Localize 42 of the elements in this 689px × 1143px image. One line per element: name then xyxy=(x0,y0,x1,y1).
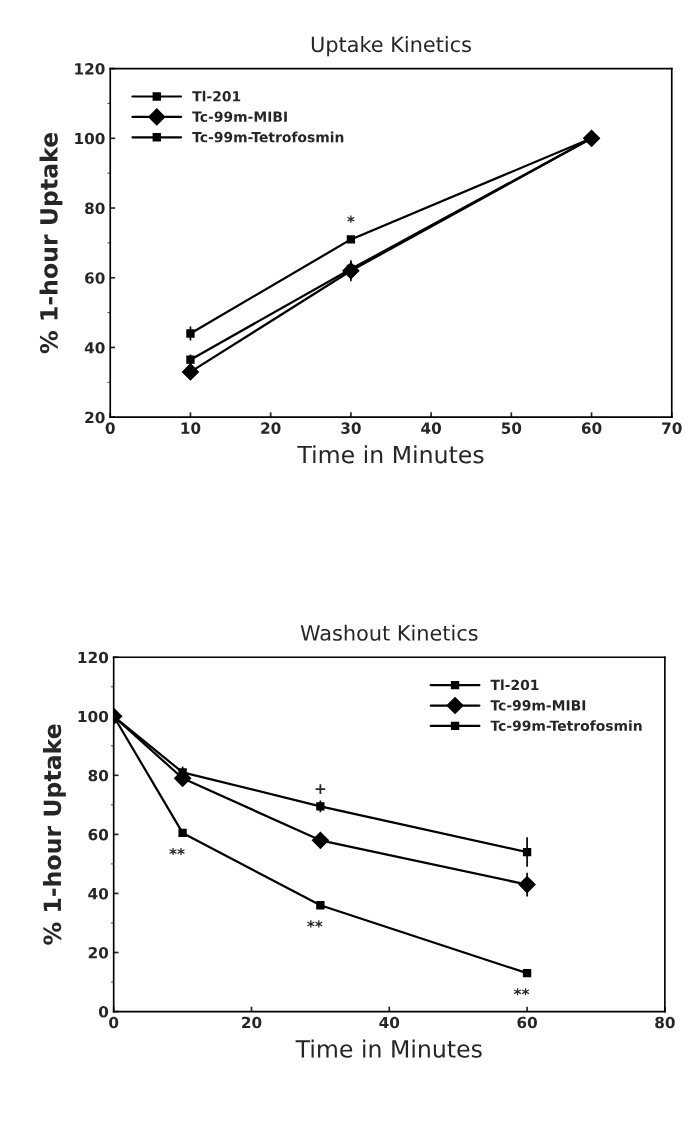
x-axis-title: Time in Minutes xyxy=(295,1039,482,1058)
x-tick-label: 20 xyxy=(242,1016,262,1029)
legend-label: Tl-201 xyxy=(192,90,241,102)
annotation: ** xyxy=(513,988,530,996)
legend-label: Tc-99m-Tetrofosmin xyxy=(192,131,344,143)
legend-label: Tc-99m-Tetrofosmin xyxy=(490,720,642,731)
legend-label: Tc-99m-MIBI xyxy=(192,111,287,122)
x-tick-label: 30 xyxy=(341,422,361,434)
x-tick-label: 40 xyxy=(379,1016,400,1029)
x-tick-label: 60 xyxy=(517,1016,537,1029)
y-axis-title: % 1-hour Uptake xyxy=(42,724,66,945)
y-tick-label: 20 xyxy=(85,411,105,424)
annotation: * xyxy=(347,215,355,223)
x-tick-label: 70 xyxy=(662,422,682,434)
x-tick-label: 40 xyxy=(421,422,442,434)
y-tick-label: 20 xyxy=(88,946,109,959)
x-tick-label: 0 xyxy=(109,1016,119,1029)
legend-label: Tl-201 xyxy=(490,679,539,691)
x-tick-label: 10 xyxy=(181,422,201,434)
annotation: ** xyxy=(307,920,323,928)
y-tick-label: 40 xyxy=(84,341,105,354)
x-tick-label: 80 xyxy=(655,1016,675,1029)
x-axis-title: Time in Minutes xyxy=(297,445,484,464)
y-tick-label: 80 xyxy=(85,202,105,215)
y-tick-label: 0 xyxy=(98,1006,109,1018)
y-tick-label: 40 xyxy=(88,887,109,900)
legend-label: Tc-99m-MIBI xyxy=(490,700,586,711)
x-tick-label: 20 xyxy=(261,422,281,434)
annotation: + xyxy=(315,784,326,794)
annotation: ** xyxy=(169,848,185,856)
y-tick-label: 60 xyxy=(85,272,105,284)
y-tick-label: 60 xyxy=(88,828,109,841)
x-tick-label: 50 xyxy=(501,422,522,434)
y-tick-label: 80 xyxy=(88,769,109,782)
y-tick-label: 120 xyxy=(78,651,109,664)
y-tick-label: 100 xyxy=(75,132,105,145)
chart-title: Washout Kinetics xyxy=(300,624,478,641)
x-tick-label: 60 xyxy=(581,422,602,434)
y-tick-label: 100 xyxy=(78,710,109,723)
y-axis-title: % 1-hour Uptake xyxy=(39,132,63,354)
y-tick-label: 120 xyxy=(75,63,105,75)
chart-title: Uptake Kinetics xyxy=(311,36,471,57)
